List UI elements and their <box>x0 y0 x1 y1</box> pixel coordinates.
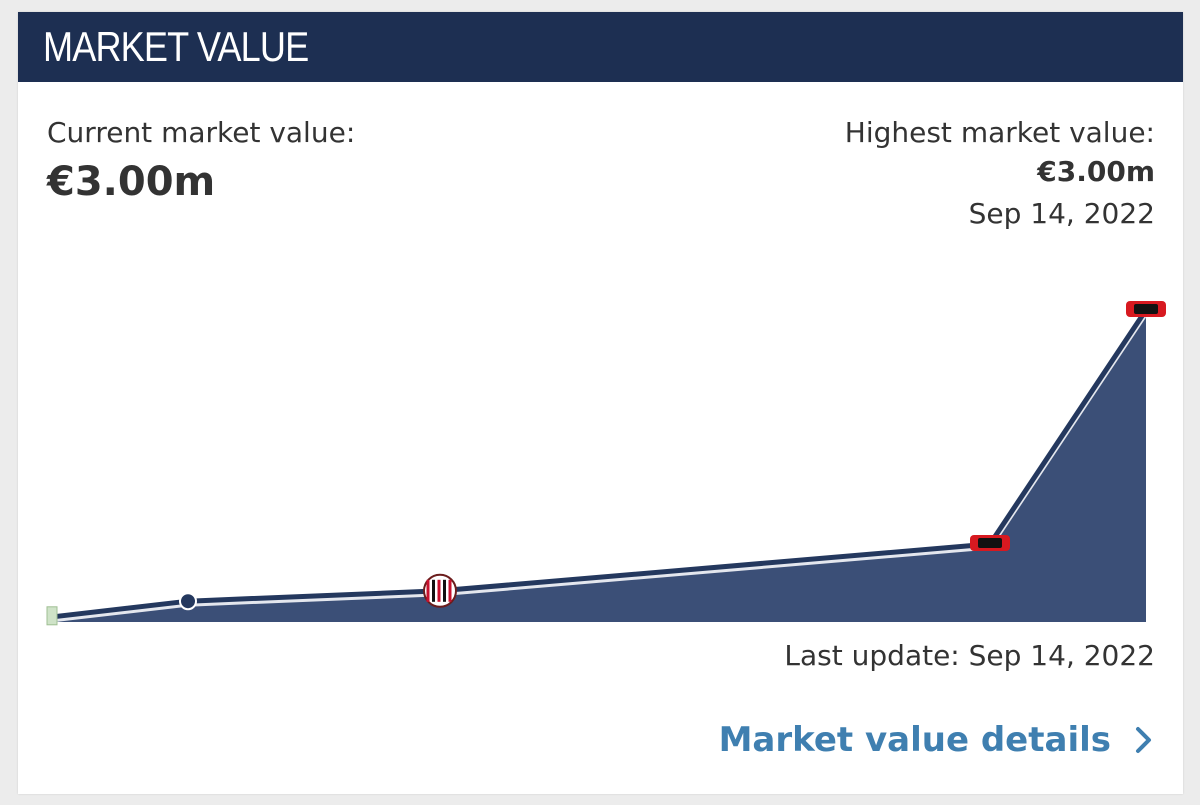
crest-stripe <box>448 579 452 602</box>
card-header: MARKET VALUE <box>18 12 1183 82</box>
chevron-right-icon <box>1136 727 1151 753</box>
az-crest-center <box>1134 304 1158 314</box>
crest-stripe <box>426 579 430 602</box>
last-update-text: Last update: Sep 14, 2022 <box>784 639 1155 672</box>
crest-stripe <box>432 579 435 602</box>
data-point-dot <box>179 592 197 611</box>
highest-market-value-label: Highest market value: <box>844 116 1155 149</box>
chart-area <box>53 310 1146 622</box>
highest-market-value-date: Sep 14, 2022 <box>968 197 1155 230</box>
current-market-value-label: Current market value: <box>47 116 356 149</box>
az-crest-center <box>978 538 1002 548</box>
highest-market-value: €3.00m <box>1037 155 1155 188</box>
market-value-details-link[interactable]: Market value details <box>719 720 1155 760</box>
card-title: MARKET VALUE <box>43 23 309 70</box>
club-crest-icon <box>46 606 58 626</box>
market-value-card: MARKET VALUE Current market value: €3.00… <box>18 12 1183 794</box>
market-value-chart <box>46 301 1166 626</box>
crest-stripe <box>443 579 446 602</box>
crest-stripe <box>437 579 441 602</box>
current-market-value: €3.00m <box>47 159 216 205</box>
market-value-details-label: Market value details <box>718 720 1111 760</box>
